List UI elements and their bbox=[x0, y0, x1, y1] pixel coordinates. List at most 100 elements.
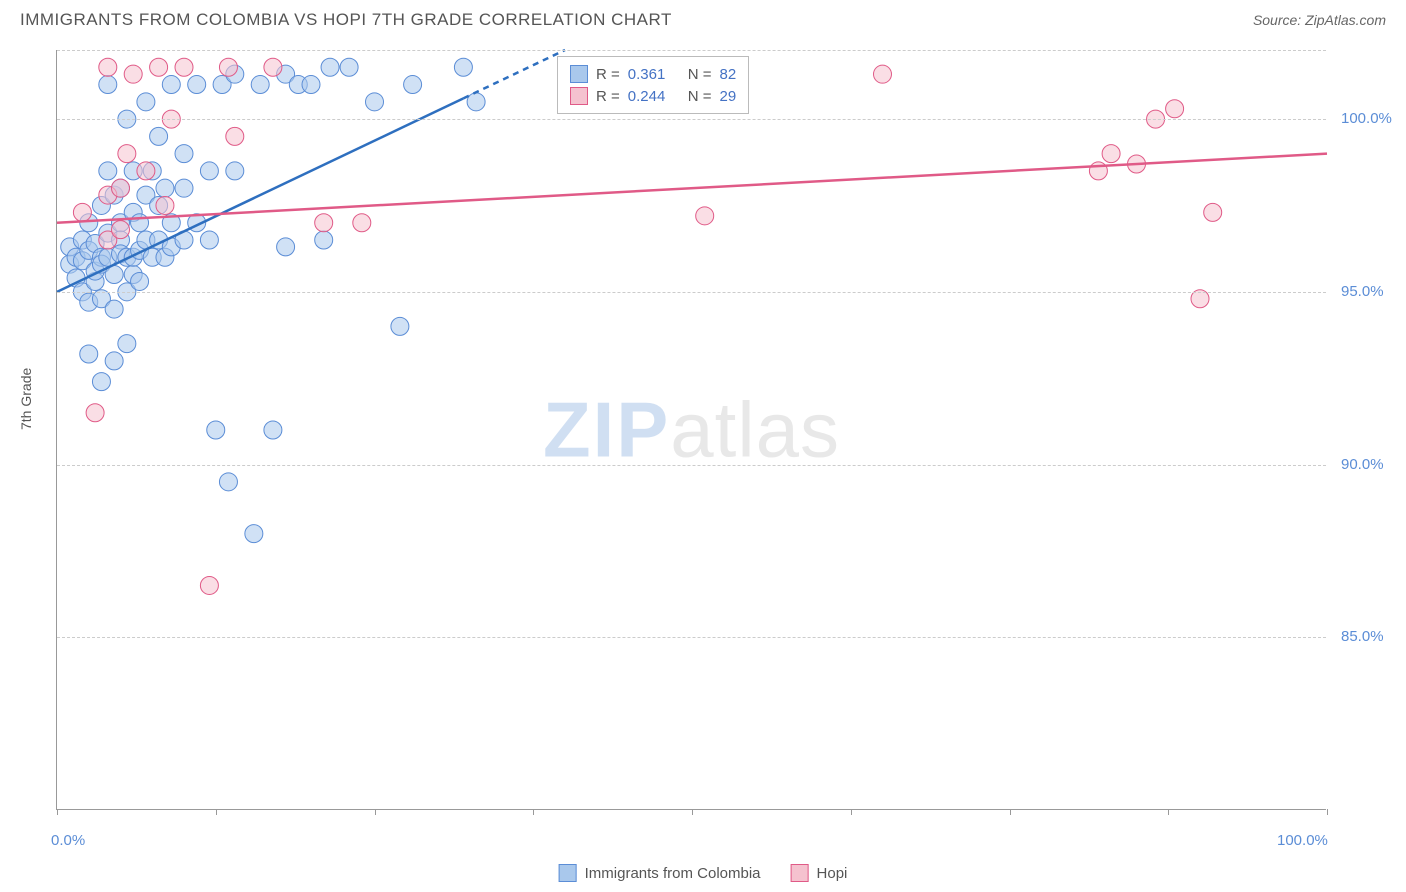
legend-correlation-row: R = 0.244 N = 29 bbox=[570, 85, 736, 107]
y-tick-label: 95.0% bbox=[1341, 283, 1384, 300]
scatter-point bbox=[92, 373, 110, 391]
scatter-point bbox=[200, 162, 218, 180]
scatter-point bbox=[156, 179, 174, 197]
legend-swatch bbox=[570, 65, 588, 83]
y-tick-label: 100.0% bbox=[1341, 110, 1392, 127]
scatter-point bbox=[86, 404, 104, 422]
scatter-point bbox=[245, 525, 263, 543]
x-tick bbox=[375, 809, 376, 815]
scatter-point bbox=[112, 221, 130, 239]
scatter-point bbox=[1204, 203, 1222, 221]
legend-r-value: 0.244 bbox=[628, 88, 680, 105]
scatter-point bbox=[302, 76, 320, 94]
scatter-point bbox=[175, 58, 193, 76]
scatter-point bbox=[99, 76, 117, 94]
gridline bbox=[57, 292, 1326, 293]
scatter-point bbox=[1166, 100, 1184, 118]
scatter-point bbox=[315, 214, 333, 232]
scatter-point bbox=[251, 76, 269, 94]
legend-n-value: 29 bbox=[720, 88, 737, 105]
trend-line bbox=[57, 154, 1327, 223]
x-tick bbox=[533, 809, 534, 815]
chart-source: Source: ZipAtlas.com bbox=[1253, 12, 1386, 28]
gridline bbox=[57, 465, 1326, 466]
chart-header: IMMIGRANTS FROM COLOMBIA VS HOPI 7TH GRA… bbox=[0, 0, 1406, 36]
scatter-point bbox=[99, 58, 117, 76]
legend-series-item: Immigrants from Colombia bbox=[559, 864, 761, 882]
legend-swatch bbox=[570, 87, 588, 105]
x-tick bbox=[216, 809, 217, 815]
y-tick-label: 90.0% bbox=[1341, 456, 1384, 473]
scatter-point bbox=[874, 65, 892, 83]
scatter-point bbox=[99, 162, 117, 180]
x-tick-label: 0.0% bbox=[51, 832, 85, 849]
y-axis-label: 7th Grade bbox=[18, 368, 34, 430]
x-tick bbox=[1168, 809, 1169, 815]
scatter-point bbox=[137, 162, 155, 180]
scatter-point bbox=[264, 421, 282, 439]
scatter-point bbox=[226, 127, 244, 145]
legend-series-item: Hopi bbox=[791, 864, 848, 882]
scatter-point bbox=[321, 58, 339, 76]
scatter-point bbox=[404, 76, 422, 94]
chart-plot-area: ZIPatlas R =0.361N =82R =0.244N =29 85.0… bbox=[56, 50, 1326, 810]
scatter-point bbox=[175, 179, 193, 197]
scatter-point bbox=[162, 76, 180, 94]
x-tick-label: 100.0% bbox=[1277, 832, 1328, 849]
scatter-point bbox=[188, 76, 206, 94]
y-tick-label: 85.0% bbox=[1341, 628, 1384, 645]
scatter-point bbox=[131, 214, 149, 232]
scatter-point bbox=[200, 231, 218, 249]
x-tick bbox=[1010, 809, 1011, 815]
scatter-point bbox=[175, 145, 193, 163]
scatter-point bbox=[219, 58, 237, 76]
scatter-point bbox=[200, 576, 218, 594]
scatter-point bbox=[340, 58, 358, 76]
scatter-point bbox=[80, 345, 98, 363]
legend-correlation: R = 0.361 N = 82 R = 0.244 N = 29 bbox=[557, 56, 749, 114]
scatter-point bbox=[467, 93, 485, 111]
legend-r-label: R = bbox=[596, 88, 620, 105]
scatter-point bbox=[156, 196, 174, 214]
legend-n-label: N = bbox=[688, 88, 712, 105]
scatter-point bbox=[353, 214, 371, 232]
scatter-point bbox=[118, 145, 136, 163]
scatter-point bbox=[150, 58, 168, 76]
legend-n-value: 82 bbox=[720, 66, 737, 83]
scatter-point bbox=[226, 162, 244, 180]
gridline bbox=[57, 119, 1326, 120]
legend-swatch bbox=[559, 864, 577, 882]
legend-r-value: 0.361 bbox=[628, 66, 680, 83]
scatter-point bbox=[137, 93, 155, 111]
scatter-point bbox=[124, 65, 142, 83]
scatter-point bbox=[264, 58, 282, 76]
scatter-point bbox=[219, 473, 237, 491]
x-tick bbox=[57, 809, 58, 815]
scatter-point bbox=[112, 179, 130, 197]
legend-swatch bbox=[791, 864, 809, 882]
scatter-point bbox=[150, 127, 168, 145]
scatter-svg bbox=[57, 50, 1326, 809]
legend-n-label: N = bbox=[688, 66, 712, 83]
scatter-point bbox=[277, 238, 295, 256]
legend-series-label: Hopi bbox=[817, 865, 848, 882]
x-tick bbox=[1327, 809, 1328, 815]
scatter-point bbox=[105, 352, 123, 370]
scatter-point bbox=[454, 58, 472, 76]
legend-correlation-row: R =0.361N =82 bbox=[570, 63, 736, 85]
scatter-point bbox=[73, 203, 91, 221]
scatter-point bbox=[366, 93, 384, 111]
legend-series-label: Immigrants from Colombia bbox=[585, 865, 761, 882]
scatter-point bbox=[118, 335, 136, 353]
trend-line-dashed bbox=[463, 50, 565, 98]
scatter-point bbox=[696, 207, 714, 225]
scatter-point bbox=[131, 272, 149, 290]
scatter-point bbox=[1102, 145, 1120, 163]
scatter-point bbox=[315, 231, 333, 249]
gridline bbox=[57, 637, 1326, 638]
chart-title: IMMIGRANTS FROM COLOMBIA VS HOPI 7TH GRA… bbox=[20, 10, 672, 30]
scatter-point bbox=[105, 300, 123, 318]
gridline bbox=[57, 50, 1326, 51]
scatter-point bbox=[207, 421, 225, 439]
scatter-point bbox=[391, 317, 409, 335]
